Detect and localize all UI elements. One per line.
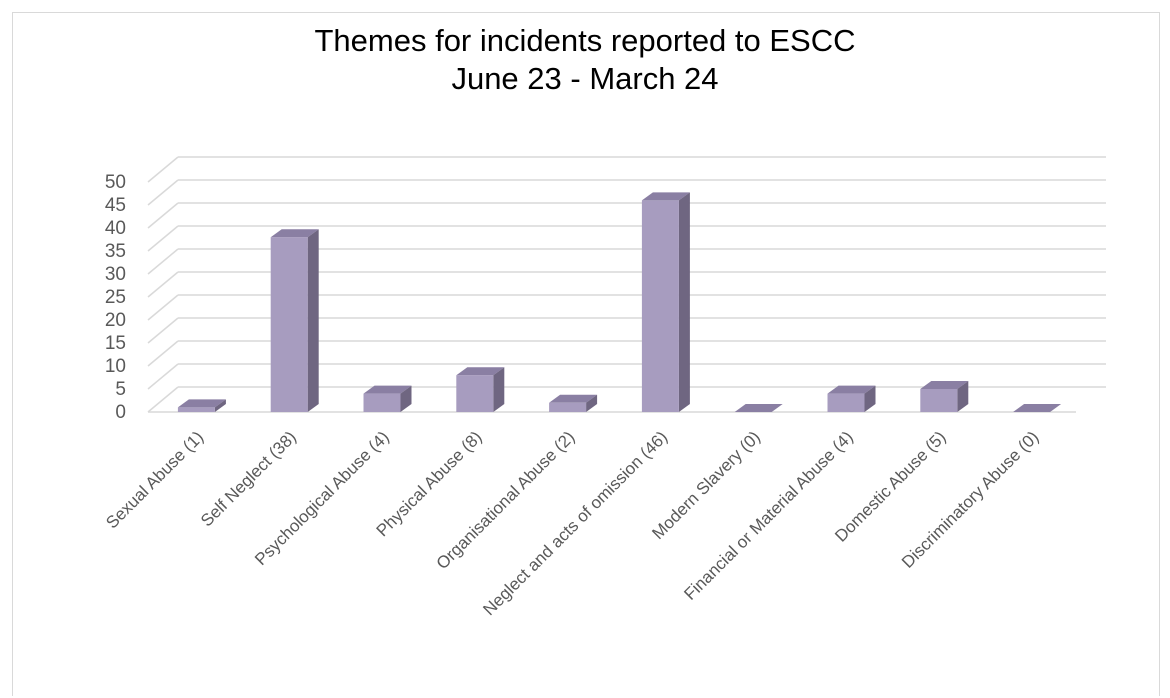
bar	[920, 381, 969, 412]
bar-top	[641, 192, 690, 201]
gridline-depth	[147, 156, 179, 183]
gridline-depth	[147, 294, 179, 321]
bar-side	[307, 229, 319, 412]
gridline-depth	[147, 386, 179, 413]
gridline-depth	[147, 248, 179, 275]
bar-front	[456, 375, 494, 412]
bar-top	[827, 385, 876, 394]
bar	[1013, 404, 1062, 412]
x-tick-label: Self Neglect (38)	[197, 427, 300, 530]
gridline-depth	[147, 271, 179, 298]
bar-front	[920, 389, 958, 412]
bar	[270, 229, 319, 412]
bar-front	[177, 407, 215, 412]
y-tick-label: 10	[105, 356, 126, 377]
bar-front	[641, 200, 679, 412]
bar-top	[1013, 404, 1062, 412]
x-tick-label: Financial or Material Abuse (4)	[680, 427, 856, 603]
gridline-depth	[147, 202, 179, 229]
bar-top	[456, 367, 505, 376]
chart-subtitle: June 23 - March 24	[451, 61, 719, 96]
x-axis-category-labels: Sexual Abuse (1)Self Neglect (38)Psychol…	[102, 427, 1042, 619]
bar-side	[400, 385, 412, 412]
bar-side	[957, 381, 969, 412]
bar-side	[493, 367, 505, 412]
bar	[827, 385, 876, 412]
bar-top	[734, 404, 783, 412]
bar-front	[363, 393, 401, 412]
y-tick-label: 0	[115, 402, 126, 423]
bars	[177, 192, 1062, 412]
y-tick-label: 35	[105, 241, 126, 262]
bar-side	[864, 385, 876, 412]
y-tick-label: 5	[115, 379, 126, 400]
gridline-depth	[147, 317, 179, 344]
y-tick-label: 15	[105, 333, 126, 354]
bar-side	[678, 192, 690, 412]
y-tick-label: 25	[105, 287, 126, 308]
y-tick-label: 45	[105, 195, 126, 216]
chart-title: Themes for incidents reported to ESCC Ju…	[0, 22, 1170, 98]
chart-title-line1: Themes for incidents reported to ESCC	[314, 23, 856, 58]
gridline-depth	[147, 179, 179, 206]
y-tick-label: 40	[105, 218, 126, 239]
x-tick-label: Sexual Abuse (1)	[102, 427, 207, 532]
y-tick-label: 20	[105, 310, 126, 331]
bar-top	[920, 381, 969, 389]
bar	[456, 367, 505, 412]
bar	[177, 399, 226, 412]
bar-front	[827, 393, 865, 412]
bar-top	[270, 229, 319, 238]
y-tick-label: 30	[105, 264, 126, 285]
bar	[641, 192, 690, 412]
bar-side	[214, 399, 226, 412]
gridline-depth	[147, 363, 179, 390]
chart-area	[12, 12, 1160, 696]
bar-front	[270, 237, 308, 412]
bar	[363, 385, 412, 412]
bar-top	[177, 399, 226, 408]
bar-top	[549, 394, 598, 403]
gridline-depth	[147, 225, 179, 252]
bar-front	[549, 402, 587, 412]
bar	[734, 404, 783, 412]
bar-side	[586, 394, 598, 412]
bar	[549, 394, 598, 412]
gridline-depth	[147, 340, 179, 367]
x-tick-label: Neglect and acts of omission (46)	[479, 427, 671, 619]
y-tick-label: 50	[105, 172, 126, 193]
bar-top	[363, 385, 412, 394]
